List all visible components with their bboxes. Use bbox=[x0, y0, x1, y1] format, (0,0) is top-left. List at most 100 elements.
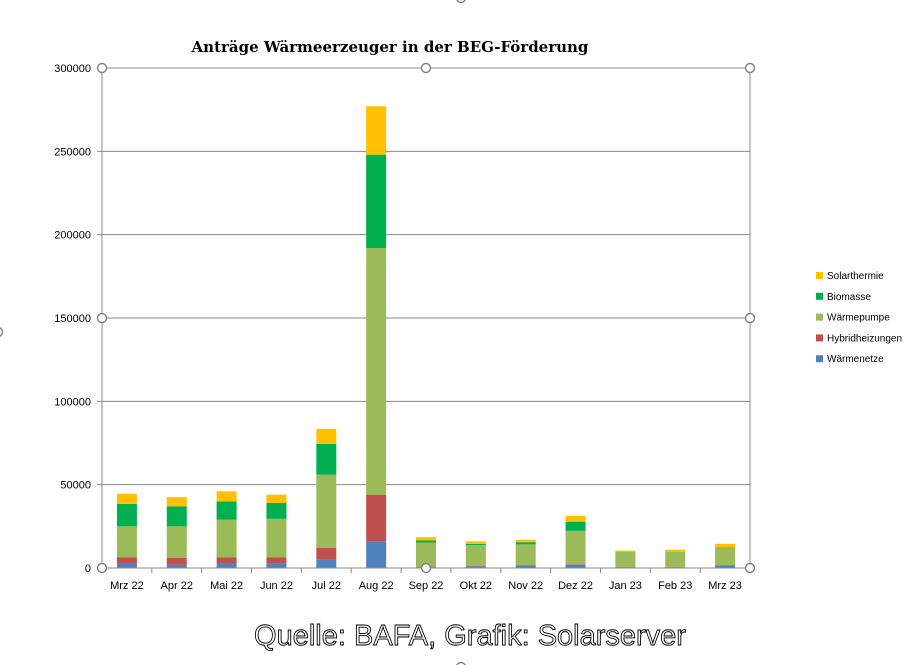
bar-segment bbox=[715, 547, 736, 566]
x-tick-label: Jan 23 bbox=[609, 580, 642, 592]
legend-label: Hybridheizungen bbox=[827, 333, 902, 344]
bar-segment bbox=[216, 563, 237, 568]
bar-segment bbox=[166, 506, 187, 527]
plot-area-resize-handle bbox=[96, 312, 108, 324]
selection-handles bbox=[0, 0, 756, 665]
bar-segment bbox=[166, 497, 187, 507]
bar-segment bbox=[266, 518, 287, 558]
bar-segment bbox=[116, 526, 137, 558]
bar-segment bbox=[615, 552, 636, 567]
y-axis: 0 50000 100000 150000 200000 250000 300000 bbox=[54, 63, 102, 575]
bar-segment bbox=[166, 564, 187, 568]
y-tick-label: 100000 bbox=[54, 396, 91, 408]
bar-segment bbox=[216, 557, 237, 563]
legend-swatch bbox=[816, 334, 823, 342]
x-tick-label: Sep 22 bbox=[409, 580, 444, 592]
bar-segment bbox=[615, 550, 636, 553]
bar-segment bbox=[266, 557, 287, 564]
bar-segment bbox=[715, 547, 736, 548]
chart-area-resize-handle bbox=[456, 0, 466, 4]
bar-segment bbox=[166, 558, 187, 565]
bar-segment bbox=[416, 537, 436, 541]
legend: Solarthermie Biomasse Wärmepumpe Hybridheiz… bbox=[816, 271, 902, 365]
x-tick-label: Jun 22 bbox=[260, 580, 293, 592]
bar-segment bbox=[216, 519, 237, 558]
legend-label: Biomasse bbox=[827, 292, 871, 303]
bar-segment bbox=[565, 564, 586, 568]
x-tick-label: Mrz 22 bbox=[110, 580, 144, 592]
bar-segment bbox=[116, 503, 137, 527]
bar-segment bbox=[216, 501, 237, 520]
source-note: Quelle: BAFA, Grafik: Solarserver bbox=[254, 620, 686, 652]
bar-segment bbox=[515, 544, 536, 566]
y-tick-label: 150000 bbox=[54, 313, 91, 325]
bar-segment bbox=[166, 526, 187, 558]
x-tick-label: Jul 22 bbox=[312, 580, 341, 592]
bar-segment bbox=[366, 541, 387, 568]
bar-segment bbox=[465, 545, 486, 566]
bar-segment bbox=[316, 474, 337, 548]
bar-segment bbox=[465, 543, 486, 546]
x-tick-label: Apr 22 bbox=[161, 580, 193, 592]
bar-segment bbox=[565, 515, 586, 522]
bar-segment bbox=[366, 154, 387, 248]
legend-swatch bbox=[816, 313, 823, 321]
y-tick-label: 0 bbox=[85, 563, 91, 575]
x-tick-label: Nov 22 bbox=[508, 580, 543, 592]
chart-area-resize-handle bbox=[456, 661, 466, 665]
bar-segment bbox=[416, 540, 436, 543]
plot-area-resize-handle bbox=[96, 62, 108, 74]
bar-segment bbox=[216, 491, 237, 502]
plot-area-resize-handle bbox=[744, 312, 756, 324]
x-tick-label: Dez 22 bbox=[558, 580, 593, 592]
x-tick-label: Aug 22 bbox=[359, 580, 394, 592]
bar-segment bbox=[715, 565, 736, 568]
bar-segment bbox=[565, 521, 586, 531]
bar-segment bbox=[665, 552, 686, 553]
plot-area-resize-handle bbox=[744, 62, 756, 74]
bar-segment bbox=[615, 552, 636, 553]
x-tick-label: Mrz 23 bbox=[708, 580, 742, 592]
bars bbox=[116, 106, 736, 568]
bar-segment bbox=[565, 564, 586, 565]
plot-area-resize-handle bbox=[96, 562, 108, 574]
bar-segment bbox=[316, 443, 337, 475]
legend-label: Wärmepumpe bbox=[827, 313, 890, 324]
y-tick-label: 50000 bbox=[60, 480, 91, 492]
bar-segment bbox=[316, 559, 337, 568]
bar-segment bbox=[366, 494, 387, 542]
chart-title: Anträge Wärmeerzeuger in der BEG-Förderu… bbox=[191, 38, 589, 56]
bar-segment bbox=[715, 543, 736, 548]
bar-segment bbox=[665, 552, 686, 567]
y-tick-label: 300000 bbox=[54, 63, 91, 75]
legend-label: Solarthermie bbox=[827, 271, 884, 282]
plot-area-resize-handle bbox=[744, 562, 756, 574]
legend-label: Wärmenetze bbox=[827, 354, 884, 365]
bar-segment bbox=[665, 549, 686, 553]
legend-swatch bbox=[816, 272, 823, 279]
bar-segment bbox=[316, 428, 337, 444]
bar-segment bbox=[515, 542, 536, 545]
bar-segment bbox=[266, 563, 287, 568]
y-tick-label: 200000 bbox=[54, 230, 91, 242]
x-tick-label: Mai 22 bbox=[210, 580, 243, 592]
plot-area-resize-handle bbox=[420, 562, 432, 574]
x-axis: Mrz 22 Apr 22 Mai 22 Jun 22 Jul 22 Aug 22 Sep … bbox=[101, 567, 751, 592]
y-tick-label: 250000 bbox=[54, 146, 91, 158]
bar-segment bbox=[515, 539, 536, 543]
bar-segment bbox=[266, 503, 287, 519]
x-tick-label: Feb 23 bbox=[658, 580, 692, 592]
bar-segment bbox=[266, 494, 287, 503]
bar-segment bbox=[116, 557, 137, 563]
bar-segment bbox=[565, 530, 586, 565]
bar-segment bbox=[465, 566, 486, 568]
bar-segment bbox=[416, 542, 436, 567]
x-tick-label: Okt 22 bbox=[460, 580, 492, 592]
bar-segment bbox=[515, 565, 536, 568]
bar-segment bbox=[116, 493, 137, 504]
bar-segment bbox=[366, 106, 387, 155]
bar-segment bbox=[465, 541, 486, 544]
chart-area-resize-handle bbox=[0, 327, 4, 337]
bar-segment bbox=[316, 548, 337, 560]
